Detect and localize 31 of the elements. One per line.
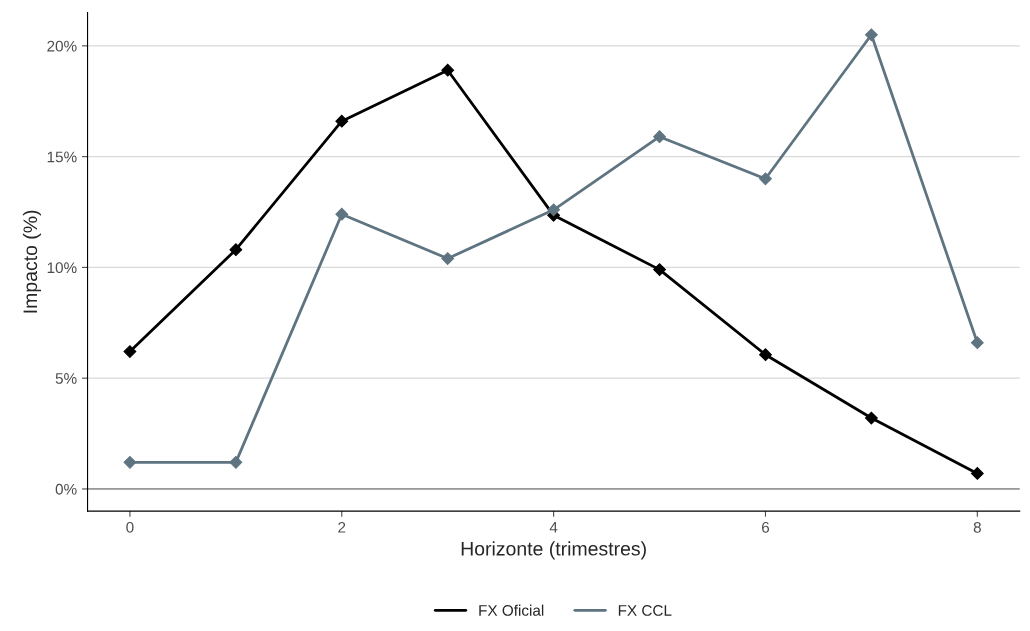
y-tick-label: 0%	[55, 483, 77, 495]
y-tick-label: 5%	[55, 373, 77, 384]
legend-label: FX Oficial	[479, 604, 544, 616]
point	[229, 243, 243, 257]
point	[653, 263, 666, 277]
point	[335, 207, 349, 221]
y-axis-title: Impacto (%)	[22, 210, 41, 313]
point	[653, 130, 666, 144]
point	[335, 114, 349, 128]
point	[759, 172, 772, 186]
point	[123, 345, 137, 359]
x-axis-title: Horizonte (trimestres)	[461, 541, 646, 560]
point	[970, 336, 984, 350]
y-tick-label: 20%	[47, 40, 77, 52]
x-tick-label: 4	[549, 522, 558, 533]
y-tick-label: 15%	[47, 151, 77, 163]
point	[759, 348, 772, 362]
point	[864, 28, 878, 42]
point	[229, 455, 243, 469]
x-tick-label: 8	[973, 521, 981, 533]
point	[441, 63, 455, 77]
y-tick-label: 10%	[47, 262, 77, 274]
point	[441, 252, 455, 265]
point	[547, 203, 561, 217]
point	[864, 411, 878, 425]
point	[970, 467, 984, 480]
x-tick-label: 0	[126, 521, 134, 533]
point	[123, 455, 137, 469]
legend-label: FX CCL	[618, 605, 672, 616]
x-tick-label: 6	[762, 521, 770, 533]
x-tick-label: 2	[338, 521, 346, 533]
